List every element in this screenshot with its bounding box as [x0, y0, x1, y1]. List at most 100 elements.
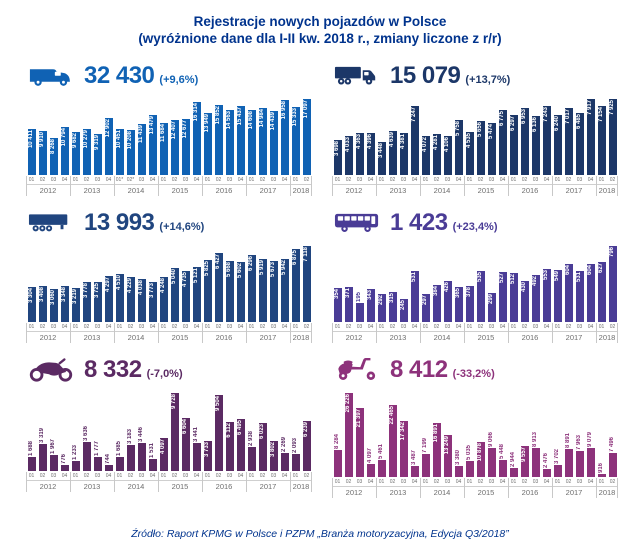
bar: 4 033 [344, 136, 353, 175]
bar-value-label: 6 240 [554, 116, 560, 132]
bar-value-label: 6 427 [215, 254, 221, 270]
bar-cell: 10 208 [125, 99, 136, 175]
bar: 5 448 [498, 444, 507, 477]
bar-cell: 3 636 [81, 393, 92, 471]
year-label-row: 2012 2013 2014 2015 2016 2017 2018 [332, 332, 618, 343]
bar-value-label: 8 268 [50, 139, 56, 155]
year-label: 2018 [598, 488, 616, 497]
bar-value-label: 2 476 [543, 452, 549, 468]
bar: 6 136 [531, 116, 540, 175]
quarter-label: 03 [50, 473, 57, 479]
bar-value-label: 4 535 [466, 133, 472, 149]
quarter-label: 04 [543, 479, 550, 485]
chart-header: 1 423 (+23,4%) [334, 206, 626, 240]
quarter-label: 04 [367, 324, 374, 330]
quarter-label: 04 [193, 473, 200, 479]
bar-cell: 2 093 [290, 393, 301, 471]
bar: 245 [399, 299, 408, 322]
quarter-label-row: 01 02 03 04 01 02 03 04 01* 02* 03 04 01 02 03 04 01 02 03… [26, 176, 312, 184]
quarter-label: 03 [576, 479, 583, 485]
bar-value-label: 3 183 [127, 428, 133, 444]
year-label: 2018 [598, 333, 616, 342]
quarter-label-row: 01 02 03 04 01 02 03 04 01 02 03 04 01 02 03 04 01 02 03 04… [26, 472, 312, 480]
bar: 5 040 [170, 268, 179, 322]
bar: 4 639 [388, 131, 397, 175]
bar-cell: 9 504 [213, 393, 224, 471]
bar: 16 891 [432, 423, 441, 477]
quarter-label: 04 [499, 324, 506, 330]
bar-value-label: 1 531 [149, 442, 155, 458]
bar-cell: 604 [563, 246, 574, 322]
year-separator [26, 323, 27, 343]
quarter-label: 04 [499, 177, 506, 183]
bar: 1 685 [115, 441, 124, 471]
bar-cell: 354 [332, 246, 343, 322]
bar: 7 118 [302, 246, 311, 322]
bar-cell: 3 304 [26, 246, 37, 322]
bar-cell: 10 794 [59, 99, 70, 175]
bar: 4 510 [115, 274, 124, 322]
quarter-label: 02 [345, 479, 352, 485]
quarter-label: 02 [39, 324, 46, 330]
bar-value-label: 9 319 [94, 135, 100, 151]
quarter-label: 04 [61, 473, 68, 479]
bar-value-label: 299 [488, 294, 494, 305]
quarter-label: 04 [149, 177, 156, 183]
bar-cell: 527 [497, 246, 508, 322]
bar-value-label: 4 106 [444, 137, 450, 153]
year-separator [70, 472, 71, 492]
chart-header: 15 079 (+13,7%) [334, 59, 626, 93]
bar: 3 183 [126, 429, 135, 471]
bar: 365 [454, 287, 463, 322]
semi-trailer-icon [28, 209, 74, 237]
bar-value-label: 3 778 [83, 283, 89, 299]
bar: 4 735 [181, 271, 190, 322]
bar-cell: 6 775 [497, 99, 508, 175]
quarter-label: 03 [488, 177, 495, 183]
bar-value-label: 9 682 [72, 133, 78, 149]
year-label: 2012 [39, 333, 57, 342]
bar-plot: 1 688 3 319 1 967 776 1 233 3 636 1 777 744 1 68… [26, 393, 312, 471]
quarter-label: 03 [400, 324, 407, 330]
quarter-label: 01 [28, 473, 35, 479]
bar: 5 461 [377, 444, 386, 477]
quarter-label: 04 [237, 473, 244, 479]
year-label: 2017 [565, 488, 583, 497]
bar: 8 891 [564, 433, 573, 477]
bar-value-label: 17 097 [303, 100, 309, 119]
page-title: Rejestracje nowych pojazdów w Polsce (wy… [0, 0, 640, 47]
bar-plot: 8 284 26 226 21 397 4 097 5 461 22 465 17 342 3… [332, 393, 618, 477]
bar-value-label: 9 066 [488, 431, 494, 447]
bar-cell: 7 963 [574, 393, 585, 477]
bar-cell: 17 342 [398, 393, 409, 477]
quarter-label: 03 [182, 324, 189, 330]
bar: 371 [344, 287, 353, 322]
bar-value-label: 3 219 [72, 289, 78, 305]
bar-cell: 6 239 [301, 393, 312, 471]
bar-value-label: 8 891 [565, 432, 571, 448]
quarter-label: 04 [543, 324, 550, 330]
bar-cell: 384 [431, 246, 442, 322]
quarter-label: 01 [292, 324, 299, 330]
bar-cell: 6 953 [519, 99, 530, 175]
bar-cell: 6 495 [235, 393, 246, 471]
bar-value-label: 11 684 [160, 124, 166, 143]
bar: 6 604 [181, 418, 190, 471]
year-separator [332, 323, 333, 343]
bar: 378 [465, 286, 474, 322]
bar: 10 794 [60, 127, 69, 175]
bar-cell: 3 698 [332, 99, 343, 175]
quarter-label: 03 [226, 177, 233, 183]
charts-grid: 32 430 (+9,6%) 10 411 9 910 8 268 10 794 9 682… [26, 59, 640, 498]
year-separator [70, 323, 71, 343]
bar-cell: 315 [387, 246, 398, 322]
quarter-label: 02 [83, 324, 90, 330]
quarter-label: 04 [587, 479, 594, 485]
bar-value-label: 10 794 [61, 128, 67, 147]
bar-cell: 365 [453, 246, 464, 322]
quarter-label: 01 [292, 177, 299, 183]
bar-cell: 3 441 [191, 393, 202, 471]
quarter-label: 02 [259, 177, 266, 183]
bar: 426 [443, 281, 452, 322]
quarter-label: 01 [334, 324, 341, 330]
